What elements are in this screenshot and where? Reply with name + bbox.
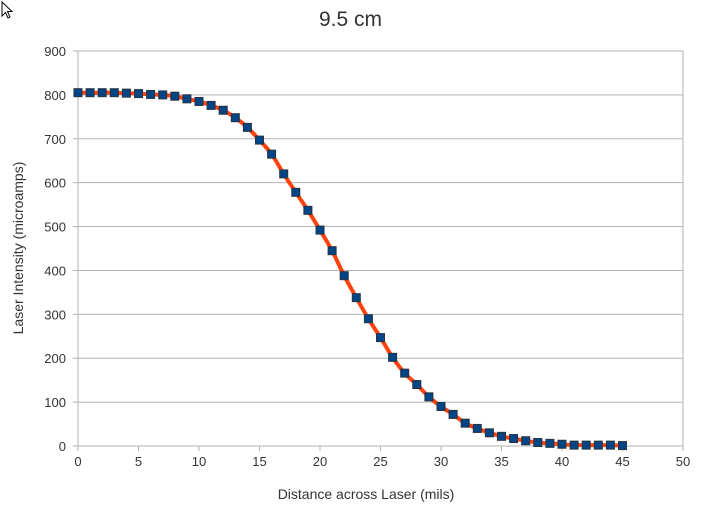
x-tick-label: 30 — [434, 454, 448, 469]
data-point — [194, 96, 204, 106]
data-point — [424, 392, 434, 402]
x-tick-label: 5 — [135, 454, 142, 469]
data-point — [581, 440, 591, 450]
data-point — [448, 409, 458, 419]
data-point — [400, 368, 410, 378]
mouse-cursor-icon — [1, 1, 14, 19]
data-point — [279, 169, 289, 179]
data-point — [255, 135, 264, 145]
data-point — [472, 423, 482, 433]
data-point — [339, 271, 349, 281]
data-point — [509, 434, 519, 444]
data-point — [315, 225, 325, 235]
y-tick-label: 200 — [44, 351, 66, 366]
data-point — [73, 88, 83, 98]
data-point — [97, 88, 107, 98]
x-tick-label: 20 — [313, 454, 327, 469]
x-tick-label: 15 — [252, 454, 266, 469]
data-point — [618, 441, 627, 451]
y-tick-label: 900 — [44, 44, 66, 59]
data-point — [484, 428, 494, 438]
data-point — [412, 380, 422, 390]
y-tick-label: 0 — [59, 439, 66, 454]
y-axis-label: Laser Intensity (microamps) — [10, 162, 26, 335]
data-point — [291, 187, 301, 197]
data-point — [85, 88, 95, 98]
y-tick-label: 300 — [44, 307, 66, 322]
x-tick-label: 45 — [615, 454, 629, 469]
y-tick-label: 700 — [44, 132, 66, 147]
x-tick-label: 25 — [373, 454, 387, 469]
x-tick-label: 0 — [74, 454, 81, 469]
y-tick-label: 400 — [44, 263, 66, 278]
data-point — [121, 88, 131, 98]
x-tick-label: 35 — [494, 454, 508, 469]
data-point — [497, 431, 506, 441]
data-point — [521, 436, 531, 446]
data-point — [206, 100, 216, 110]
data-point — [158, 90, 168, 100]
data-point — [134, 89, 143, 99]
x-tick-label: 10 — [192, 454, 206, 469]
data-point — [146, 89, 156, 99]
data-point — [545, 438, 555, 448]
data-point — [242, 122, 252, 132]
data-point — [376, 333, 385, 343]
data-point — [218, 105, 228, 115]
data-point — [533, 437, 543, 447]
x-tick-label: 50 — [676, 454, 690, 469]
data-point — [605, 440, 615, 450]
data-point — [363, 314, 373, 324]
data-point — [109, 88, 119, 98]
y-tick-label: 500 — [44, 220, 66, 235]
data-point — [557, 439, 567, 449]
x-axis-label: Distance across Laser (mils) — [278, 486, 455, 502]
x-tick-label: 40 — [555, 454, 569, 469]
data-point — [327, 246, 337, 256]
data-point — [303, 205, 313, 215]
data-point — [351, 293, 361, 303]
data-point — [182, 94, 192, 104]
data-point — [170, 91, 180, 101]
data-point — [267, 149, 277, 159]
data-point — [436, 402, 446, 411]
y-tick-label: 100 — [44, 395, 66, 410]
y-tick-label: 600 — [44, 176, 66, 191]
y-tick-label: 800 — [44, 88, 66, 103]
data-point — [593, 440, 603, 450]
data-point — [569, 440, 579, 450]
data-point — [460, 418, 470, 428]
data-point — [388, 352, 398, 362]
chart-title: 9.5 cm — [318, 8, 383, 31]
fit-line — [78, 90, 623, 448]
data-point — [230, 113, 240, 123]
